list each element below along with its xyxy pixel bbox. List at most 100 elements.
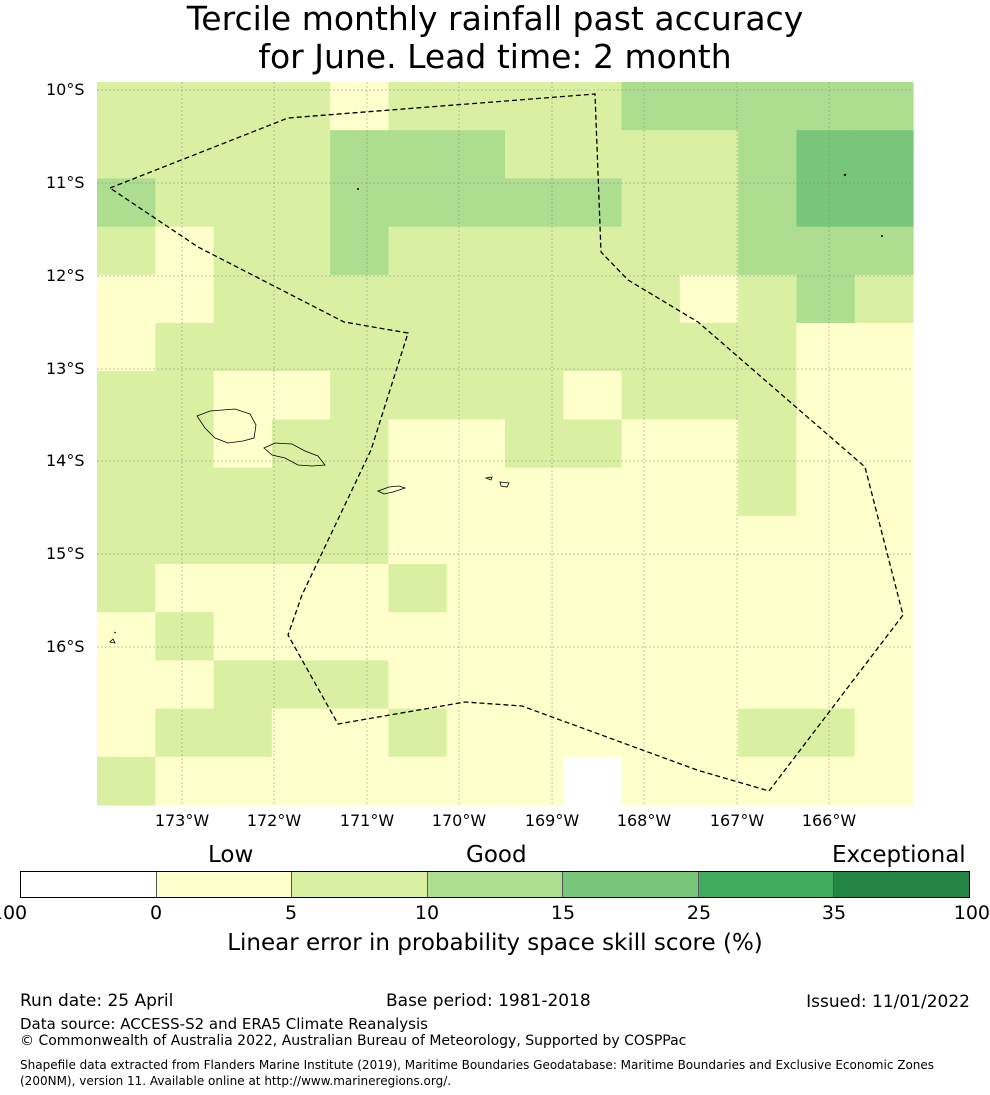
skill-cell (446, 467, 506, 517)
skill-cell (563, 660, 623, 710)
skill-cell (738, 226, 798, 276)
skill-cell (796, 708, 856, 758)
skill-cell (330, 371, 390, 420)
colorbar-segment-7 (834, 872, 970, 897)
skill-cell (621, 756, 681, 806)
skill-cell (330, 274, 390, 324)
skill-cell (446, 82, 506, 131)
colorbar-tick-8: 100 (953, 902, 990, 924)
lat-label-10s: 10°S (46, 80, 85, 99)
skill-cell (679, 467, 739, 517)
lon-label-169w: 169°W (524, 811, 580, 830)
skill-cell (97, 660, 156, 710)
skill-cell (155, 467, 215, 517)
skill-cell (213, 660, 273, 710)
skill-cell (271, 612, 331, 661)
skill-cell (505, 82, 564, 131)
skill-cell (388, 612, 448, 661)
skill-cell (621, 82, 681, 131)
skill-cell (97, 467, 156, 517)
skill-cell (621, 612, 681, 661)
skill-cell (563, 708, 623, 758)
skill-cell (97, 323, 156, 372)
skill-cell (271, 323, 331, 372)
skill-cell (388, 82, 448, 131)
skill-cell (388, 130, 448, 179)
skill-cell (854, 612, 914, 661)
skill-cell (446, 515, 506, 565)
skill-cell (271, 371, 331, 420)
skill-cell (155, 82, 215, 131)
legend-category-exceptional: Exceptional (832, 842, 966, 868)
skill-cell (213, 515, 273, 565)
skill-cell (505, 612, 564, 661)
skill-cell (155, 708, 215, 758)
skill-cell (738, 371, 798, 420)
skill-cell (738, 660, 798, 710)
skill-cell (563, 564, 623, 613)
skill-cell (621, 130, 681, 179)
skill-cell (97, 178, 156, 228)
eez-boundary (109, 93, 904, 792)
skill-cell (563, 82, 623, 131)
skill-cell (679, 612, 739, 661)
skill-cell (505, 564, 564, 613)
skill-cell (155, 564, 215, 613)
skill-cell (563, 515, 623, 565)
island-savaii (196, 408, 257, 444)
skill-cell (155, 756, 215, 806)
skill-cell (679, 323, 739, 372)
skill-cell (446, 419, 506, 469)
skill-cell (621, 660, 681, 710)
island-dot-2 (843, 173, 847, 177)
skill-cell (330, 323, 390, 372)
skill-cell (213, 612, 273, 661)
skill-cell (854, 467, 914, 517)
lon-label-173w: 173°W (154, 811, 210, 830)
skill-map (97, 82, 914, 806)
skill-cell (854, 226, 914, 276)
skill-cell (738, 515, 798, 565)
skill-cell (738, 130, 798, 179)
skill-cell (796, 756, 856, 806)
skill-cell (97, 226, 156, 276)
skill-cell (155, 371, 215, 420)
skill-cell (505, 323, 564, 372)
skill-cell (679, 660, 739, 710)
island-ofu-olosega (484, 476, 510, 488)
skill-grid-cells (97, 82, 914, 806)
skill-cell (796, 515, 856, 565)
skill-cell (738, 708, 798, 758)
skill-cell (330, 756, 390, 806)
lat-label-15s: 15°S (46, 544, 85, 563)
skill-cell (388, 371, 448, 420)
skill-cell (213, 323, 273, 372)
skill-cell (505, 756, 564, 806)
island-tutuila (376, 485, 407, 495)
skill-cell (388, 564, 448, 613)
colorbar-segment-2 (156, 872, 293, 897)
skill-cell (738, 467, 798, 517)
skill-cell (271, 515, 331, 565)
skill-cell (213, 419, 273, 469)
skill-cell (97, 82, 156, 131)
skill-cell (854, 371, 914, 420)
skill-cell (213, 708, 273, 758)
skill-cell (213, 226, 273, 276)
skill-cell (796, 226, 856, 276)
skill-cell (271, 130, 331, 179)
skill-cell (738, 612, 798, 661)
skill-cell (563, 467, 623, 517)
skill-cell (621, 178, 681, 228)
skill-cell (155, 274, 215, 324)
lat-label-16s: 16°S (46, 637, 85, 656)
skill-cell (446, 756, 506, 806)
title-line-2: for June. Lead time: 2 month (258, 37, 732, 76)
skill-cell (271, 467, 331, 517)
skill-cell (563, 226, 623, 276)
skill-cell (796, 612, 856, 661)
island-dot-1 (357, 188, 359, 190)
island-southwest (109, 631, 117, 644)
skill-cell (388, 660, 448, 710)
skill-cell (796, 467, 856, 517)
